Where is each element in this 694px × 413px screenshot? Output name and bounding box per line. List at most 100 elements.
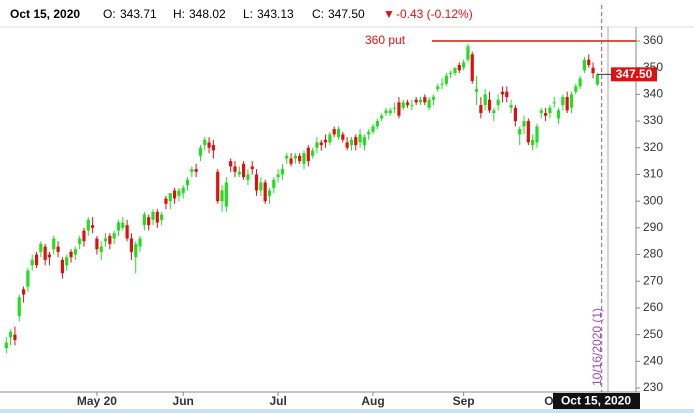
- candle-body: [164, 198, 168, 204]
- candle-body: [423, 97, 427, 103]
- candle-body: [280, 169, 285, 175]
- bottom-strip: [0, 409, 694, 413]
- candle-body: [539, 110, 543, 114]
- candle-body: [418, 99, 423, 103]
- candle-body: [436, 86, 440, 90]
- header-close: 347.50: [328, 7, 365, 21]
- candle-body: [457, 65, 461, 71]
- candle-body: [380, 115, 384, 119]
- candle-body: [103, 238, 108, 242]
- candle-body: [479, 105, 483, 114]
- candle-body: [483, 94, 487, 106]
- candle-body: [285, 155, 289, 159]
- candle-body: [474, 89, 479, 92]
- candle-body: [323, 139, 328, 143]
- candle-body: [578, 78, 582, 87]
- candle-body: [336, 129, 341, 138]
- candle-body: [470, 54, 474, 82]
- last-price-label: 347.50: [616, 67, 653, 81]
- candle-body: [125, 225, 129, 239]
- candle-body: [349, 139, 354, 146]
- candle-body: [267, 190, 272, 196]
- candle-body: [237, 171, 241, 175]
- last-date-label: Oct 15, 2020: [561, 394, 631, 408]
- candle-body: [492, 110, 496, 114]
- candle-body: [190, 169, 194, 172]
- x-tick-label: Jun: [173, 394, 194, 408]
- candle-body: [345, 142, 349, 148]
- candle-body: [34, 254, 39, 266]
- candle-body: [177, 190, 181, 196]
- candle-body: [259, 182, 263, 191]
- candle-body: [121, 222, 125, 228]
- candle-body: [229, 161, 233, 167]
- candle-body: [410, 105, 414, 107]
- last-price-box: [611, 67, 657, 82]
- candle-body: [198, 147, 203, 156]
- candle-body: [582, 59, 587, 71]
- candle-body: [449, 73, 453, 75]
- header-low: 343.13: [257, 7, 294, 21]
- y-tick-label: 260: [643, 300, 663, 314]
- candle-body: [185, 179, 190, 186]
- candle-body: [134, 243, 138, 258]
- candle-body: [17, 297, 21, 316]
- candle-body: [311, 150, 315, 156]
- candle-body: [302, 153, 306, 164]
- candle-body: [393, 107, 397, 109]
- candle-body: [276, 174, 280, 178]
- candle-body: [181, 187, 185, 194]
- candle-body: [82, 230, 86, 242]
- candle-body: [69, 251, 73, 258]
- x-tick-label: Sep: [453, 394, 475, 408]
- candle-body: [552, 102, 556, 104]
- candle-body: [155, 211, 159, 223]
- header-date: Oct 15, 2020: [10, 7, 80, 21]
- candle-body: [203, 139, 207, 146]
- candle-body: [496, 99, 500, 106]
- candle-body: [116, 222, 121, 231]
- candle-body: [556, 110, 561, 119]
- candle-body: [306, 147, 310, 162]
- candle-body: [587, 59, 591, 66]
- candle-body: [513, 107, 517, 122]
- y-tick-label: 310: [643, 167, 663, 181]
- candle-body: [99, 246, 103, 252]
- y-tick-label: 320: [643, 140, 663, 154]
- candle-body: [65, 257, 69, 266]
- candle-body: [112, 233, 116, 239]
- candle-body: [30, 259, 34, 266]
- candle-body: [211, 145, 215, 151]
- y-tick-label: 340: [643, 87, 663, 101]
- candle-body: [487, 99, 492, 111]
- candle-body: [526, 121, 530, 143]
- candle-body: [272, 179, 276, 188]
- candle-body: [367, 131, 371, 135]
- candle-body: [9, 331, 13, 338]
- candle-body: [561, 97, 565, 106]
- candle-body: [384, 110, 388, 114]
- y-tick-label: 290: [643, 220, 663, 234]
- candle-body: [108, 235, 112, 244]
- x-tick-label: Jul: [269, 394, 286, 408]
- y-tick-label: 230: [643, 380, 663, 394]
- candle-body: [405, 102, 410, 106]
- y-tick-label: 250: [643, 327, 663, 341]
- candle-body: [500, 91, 505, 95]
- candle-body: [56, 246, 60, 252]
- candle-body: [375, 121, 379, 127]
- header-high-label: H:: [173, 7, 185, 21]
- candle-body: [138, 238, 142, 247]
- candle-body: [21, 289, 26, 295]
- candle-body: [246, 174, 250, 180]
- candle-body: [52, 238, 56, 250]
- candle-body: [354, 137, 358, 146]
- header-low-label: L:: [243, 7, 253, 21]
- candle-body: [254, 174, 259, 191]
- candle-body: [315, 142, 319, 148]
- header-open: 343.71: [120, 7, 157, 21]
- candle-body: [401, 102, 405, 108]
- candle-body: [151, 211, 155, 220]
- candle-body: [26, 270, 30, 287]
- candle-body: [224, 182, 228, 207]
